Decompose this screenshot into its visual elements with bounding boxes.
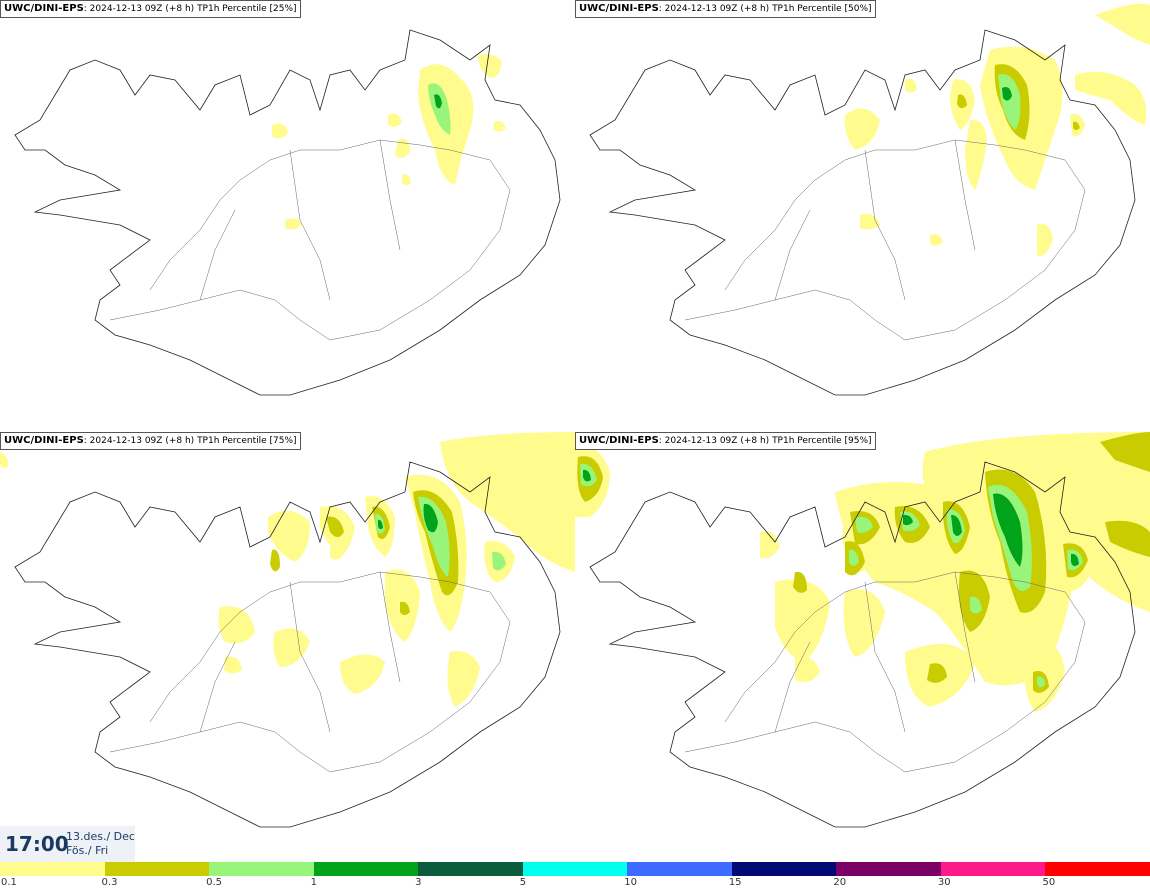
legend-label: 10	[624, 877, 637, 888]
legend-swatch	[627, 862, 732, 876]
road-network	[684, 571, 1086, 773]
map-panel-p95: UWC/DINI-EPS: 2024-12-13 09Z (+8 h) TP1h…	[575, 432, 1150, 864]
precip-areas	[0, 432, 575, 707]
precip-map-p25	[14, 29, 561, 396]
model-label: UWC/DINI-EPS	[579, 3, 659, 14]
precip-areas	[272, 54, 506, 230]
model-label: UWC/DINI-EPS	[4, 435, 84, 446]
legend-swatch	[313, 862, 419, 876]
model-label: UWC/DINI-EPS	[579, 435, 659, 446]
legend-label: 50	[1042, 877, 1056, 888]
legend-swatch	[522, 862, 628, 876]
legend-label: 20	[833, 877, 847, 888]
field-label: TP1h Percentile [95%]	[772, 436, 872, 446]
panel-title: UWC/DINI-EPS: 2024-12-13 09Z (+8 h) TP1h…	[575, 0, 876, 18]
legend-swatch	[0, 862, 105, 876]
legend-swatch	[209, 862, 314, 876]
iceland-coastline	[589, 29, 1136, 396]
map-panel-p25: UWC/DINI-EPS: 2024-12-13 09Z (+8 h) TP1h…	[0, 0, 575, 432]
road-network	[109, 571, 511, 773]
lead-time: (+8 h)	[740, 436, 770, 446]
legend-swatch	[1045, 862, 1150, 876]
run-time: : 2024-12-13 09Z	[83, 436, 163, 446]
precip-areas	[844, 3, 1150, 256]
legend-swatch	[418, 862, 523, 876]
valid-time-box: 17:00 13.des./ Dec Fös./ Fri	[0, 826, 135, 862]
valid-date-line2: Fös./ Fri	[66, 844, 109, 857]
legend-label: 0.1	[1, 877, 17, 888]
precip-map-p95	[575, 432, 1150, 828]
legend-label: 5	[519, 877, 527, 888]
legend-label: 1	[310, 877, 317, 888]
run-time: : 2024-12-13 09Z	[83, 4, 163, 14]
valid-date-line1: 13.des./ Dec	[66, 830, 135, 843]
legend-label: 15	[728, 877, 742, 888]
legend-label: 0.3	[101, 877, 118, 888]
field-label: TP1h Percentile [25%]	[197, 4, 297, 14]
road-network	[684, 139, 1086, 341]
legend-swatch	[940, 862, 1046, 876]
legend-swatch	[836, 862, 941, 876]
iceland-coastline	[14, 29, 561, 396]
field-label: TP1h Percentile [75%]	[197, 436, 297, 446]
lead-time: (+8 h)	[165, 436, 195, 446]
panel-title: UWC/DINI-EPS: 2024-12-13 09Z (+8 h) TP1h…	[0, 0, 301, 18]
legend-swatch	[731, 862, 837, 876]
legend-label: 3	[415, 877, 422, 888]
lead-time: (+8 h)	[165, 4, 195, 14]
legend-label: 30	[937, 877, 951, 888]
valid-time: 17:00	[5, 832, 69, 856]
iceland-coastline	[589, 461, 1136, 828]
panel-title: UWC/DINI-EPS: 2024-12-13 09Z (+8 h) TP1h…	[0, 432, 301, 450]
color-legend	[0, 862, 1150, 876]
color-legend-labels: 0.1 0.3 0.5 1 3 5 10 15 20 30 50	[0, 877, 1150, 891]
legend-label: 0.5	[206, 877, 222, 888]
panel-title: UWC/DINI-EPS: 2024-12-13 09Z (+8 h) TP1h…	[575, 432, 876, 450]
map-panel-p50: UWC/DINI-EPS: 2024-12-13 09Z (+8 h) TP1h…	[575, 0, 1150, 432]
lead-time: (+8 h)	[740, 4, 770, 14]
map-panel-p75: UWC/DINI-EPS: 2024-12-13 09Z (+8 h) TP1h…	[0, 432, 575, 864]
valid-date: 13.des./ Dec Fös./ Fri	[66, 830, 135, 858]
run-time: : 2024-12-13 09Z	[658, 436, 738, 446]
legend-swatch	[104, 862, 210, 876]
road-network	[109, 139, 511, 341]
precip-map-p50	[589, 3, 1150, 396]
precip-areas	[575, 432, 1150, 712]
precip-map-p75	[0, 432, 575, 828]
iceland-coastline	[14, 461, 561, 828]
model-label: UWC/DINI-EPS	[4, 3, 84, 14]
field-label: TP1h Percentile [50%]	[772, 4, 872, 14]
run-time: : 2024-12-13 09Z	[658, 4, 738, 14]
